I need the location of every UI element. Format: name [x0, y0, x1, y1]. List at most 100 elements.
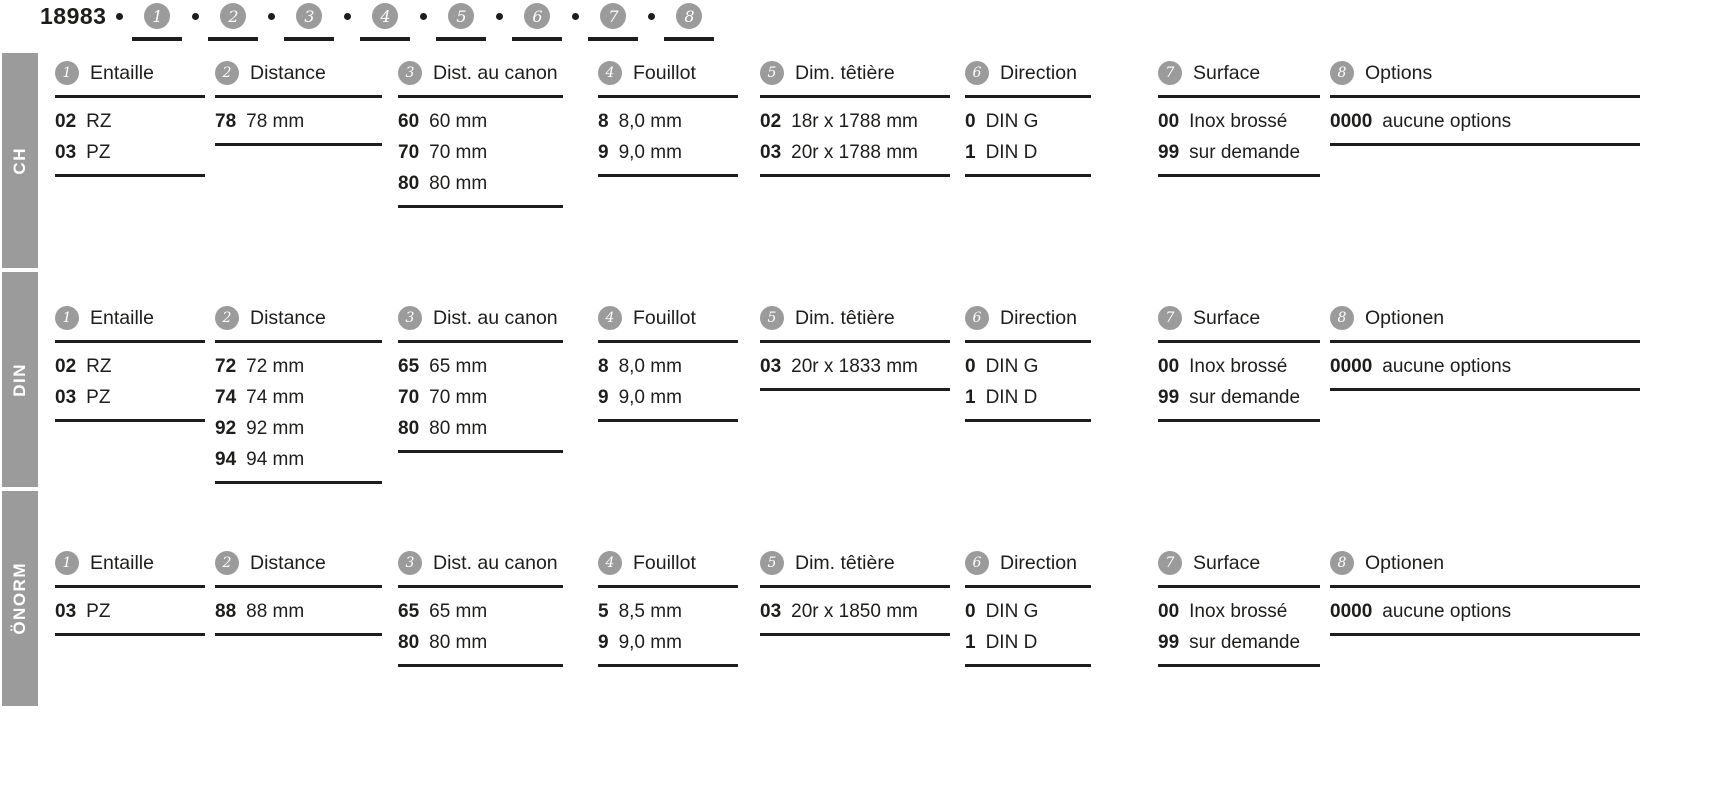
- option-list: 03 20r x 1850 mm: [760, 588, 950, 636]
- option-value: Inox brossé: [1189, 601, 1288, 622]
- option-code: 0: [965, 601, 976, 622]
- option-list: 0 DIN G 1 DIN D: [965, 343, 1091, 422]
- option-code: 00: [1158, 601, 1180, 622]
- option-row: 1 DIN D: [965, 627, 1091, 658]
- code-position-4: 4: [360, 3, 411, 41]
- column-header: 6 Direction: [965, 60, 1091, 86]
- option-code: 0: [965, 356, 976, 377]
- code-underline: [436, 37, 487, 41]
- option-value: 9,0 mm: [618, 142, 682, 163]
- option-value: 80 mm: [429, 173, 488, 194]
- column-optionen: 8 Optionen 0000 aucune options: [1330, 550, 1640, 636]
- position-badge-icon: 2: [220, 3, 247, 29]
- header-rule: [598, 340, 738, 343]
- option-row: 8 8,0 mm: [598, 106, 738, 137]
- column-direction: 6 Direction 0 DIN G 1 DIN D: [965, 60, 1091, 177]
- column-surface: 7 Surface 00 Inox brossé 99 sur demande: [1158, 550, 1320, 667]
- separator-dot: [638, 3, 664, 30]
- position-badge-icon: 2: [215, 551, 239, 575]
- column-header: 5 Dim. têtière: [760, 60, 950, 86]
- option-list: 78 78 mm: [215, 98, 382, 146]
- code-underline: [360, 37, 411, 41]
- position-badge-icon: 4: [598, 61, 622, 85]
- option-value: 20r x 1850 mm: [791, 601, 918, 622]
- column-header: 4 Fouillot: [598, 550, 738, 576]
- option-value: DIN G: [985, 601, 1039, 622]
- column-direction: 6 Direction 0 DIN G 1 DIN D: [965, 305, 1091, 422]
- option-value: 80 mm: [429, 418, 488, 439]
- option-list: 0000 aucune options: [1330, 343, 1640, 391]
- column-dist-au-canon: 3 Dist. au canon 65 65 mm 70 70 mm 80 80 mm: [398, 305, 563, 453]
- option-value: 8,0 mm: [618, 356, 682, 377]
- header-rule: [398, 340, 563, 343]
- option-value: sur demande: [1189, 142, 1301, 163]
- column-header: 3 Dist. au canon: [398, 305, 563, 331]
- option-code: 00: [1158, 356, 1180, 377]
- option-list: 0 DIN G 1 DIN D: [965, 588, 1091, 667]
- option-value: 8,5 mm: [618, 601, 682, 622]
- column-label: Fouillot: [633, 306, 696, 329]
- option-value: 8,0 mm: [618, 111, 682, 132]
- code-position-2: 2: [208, 3, 259, 41]
- code-position-7: 7: [588, 3, 639, 41]
- column-distance: 2 Distance 72 72 mm 74 74 mm 92 92 mm 94 94 mm: [215, 305, 382, 484]
- option-value: 65 mm: [429, 356, 488, 377]
- column-label: Surface: [1193, 551, 1261, 574]
- header-rule: [215, 95, 382, 98]
- position-badge-icon: 5: [760, 551, 784, 575]
- header-rule: [598, 95, 738, 98]
- option-row: 03 PZ: [55, 137, 205, 168]
- option-row: 78 78 mm: [215, 106, 382, 137]
- option-row: 99 sur demande: [1158, 382, 1320, 413]
- position-badge-icon: 8: [1330, 61, 1354, 85]
- option-code: 70: [398, 387, 420, 408]
- option-value: 70 mm: [429, 142, 488, 163]
- position-badge-icon: 3: [398, 306, 422, 330]
- option-row: 88 88 mm: [215, 596, 382, 627]
- option-list: 00 Inox brossé 99 sur demande: [1158, 343, 1320, 422]
- column-distance: 2 Distance 78 78 mm: [215, 60, 382, 146]
- header-rule: [1330, 340, 1640, 343]
- option-row: 9 9,0 mm: [598, 382, 738, 413]
- option-row: 00 Inox brossé: [1158, 106, 1320, 137]
- option-row: 5 8,5 mm: [598, 596, 738, 627]
- option-value: PZ: [86, 142, 111, 163]
- header-rule: [398, 585, 563, 588]
- column-fouillot: 4 Fouillot 8 8,0 mm 9 9,0 mm: [598, 305, 738, 422]
- tab-ch: CH: [2, 53, 38, 268]
- option-list: 0 DIN G 1 DIN D: [965, 98, 1091, 177]
- column-header: 3 Dist. au canon: [398, 550, 563, 576]
- option-code: 80: [398, 173, 420, 194]
- option-row: 0 DIN G: [965, 596, 1091, 627]
- option-code: 99: [1158, 632, 1180, 653]
- column-label: Dist. au canon: [433, 551, 558, 574]
- tab-label: CH: [10, 146, 29, 175]
- position-badge-icon: 4: [598, 306, 622, 330]
- column-label: Options: [1365, 61, 1433, 84]
- position-badge-icon: 5: [760, 306, 784, 330]
- option-row: 0 DIN G: [965, 106, 1091, 137]
- column-label: Optionen: [1365, 551, 1445, 574]
- option-code: 80: [398, 418, 420, 439]
- option-row: 02 RZ: [55, 106, 205, 137]
- option-value: PZ: [86, 387, 111, 408]
- option-row: 94 94 mm: [215, 444, 382, 475]
- option-value: PZ: [86, 601, 111, 622]
- column-label: Fouillot: [633, 61, 696, 84]
- header-rule: [965, 340, 1091, 343]
- header-rule: [215, 340, 382, 343]
- column-header: 8 Optionen: [1330, 550, 1640, 576]
- column-header: 7 Surface: [1158, 60, 1320, 86]
- option-value: RZ: [86, 111, 112, 132]
- column-header: 5 Dim. têtière: [760, 305, 950, 331]
- option-code: 74: [215, 387, 237, 408]
- option-row: 65 65 mm: [398, 596, 563, 627]
- position-badge-icon: 3: [398, 551, 422, 575]
- option-row: 99 sur demande: [1158, 627, 1320, 658]
- tab-din: DIN: [2, 272, 38, 487]
- option-row: 70 70 mm: [398, 137, 563, 168]
- column-dim-t-ti-re: 5 Dim. têtière 02 18r x 1788 mm 03 20r x 1788…: [760, 60, 950, 177]
- column-label: Entaille: [90, 61, 154, 84]
- option-list: 0000 aucune options: [1330, 98, 1640, 146]
- option-code: 8: [598, 356, 609, 377]
